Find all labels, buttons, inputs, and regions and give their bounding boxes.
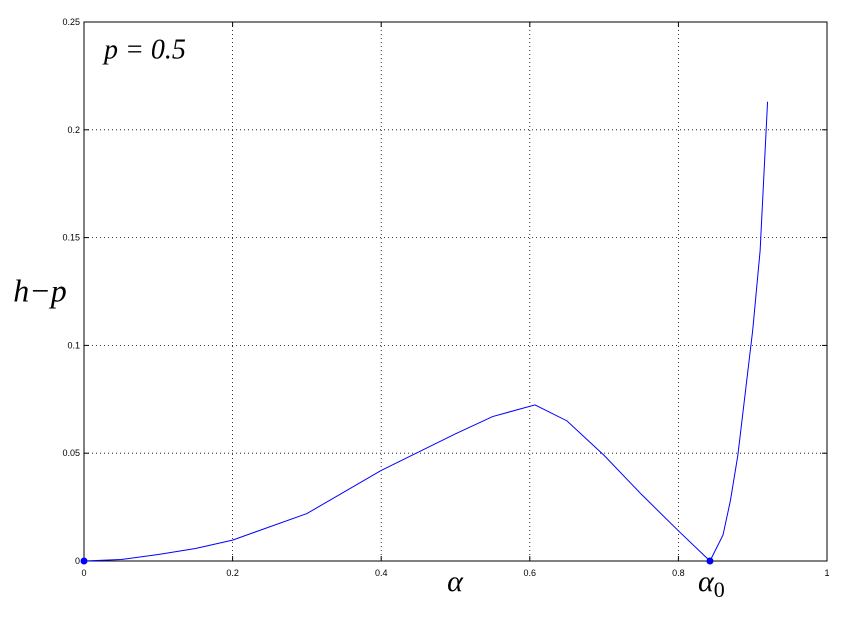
x-tick-label: 0 (81, 568, 86, 578)
marker (706, 557, 714, 565)
y-axis-label: h−p (13, 272, 67, 308)
y-tick-label: 0.05 (62, 448, 80, 458)
plot-frame (83, 21, 828, 562)
point-label-main: α (698, 565, 715, 598)
x-tick-label: 0.2 (226, 568, 239, 578)
x-tick-label: 0.6 (524, 568, 537, 578)
y-tick-label: 0.25 (62, 17, 80, 27)
y-tick-label: 0.15 (62, 233, 80, 243)
point-label-subscript: 0 (714, 577, 725, 602)
x-axis-label: α (447, 565, 464, 598)
marker (80, 557, 88, 565)
x-tick-label: 0.4 (375, 568, 388, 578)
y-tick-label: 0 (75, 556, 80, 566)
x-tick-label: 1 (824, 568, 829, 578)
data-line (83, 101, 769, 562)
annotation: p = 0.5 (102, 34, 186, 65)
y-tick-label: 0.2 (67, 125, 80, 135)
y-tick-label: 0.1 (67, 340, 80, 350)
x-tick-label: 0.8 (672, 568, 685, 578)
point-label: α0 (698, 565, 725, 602)
